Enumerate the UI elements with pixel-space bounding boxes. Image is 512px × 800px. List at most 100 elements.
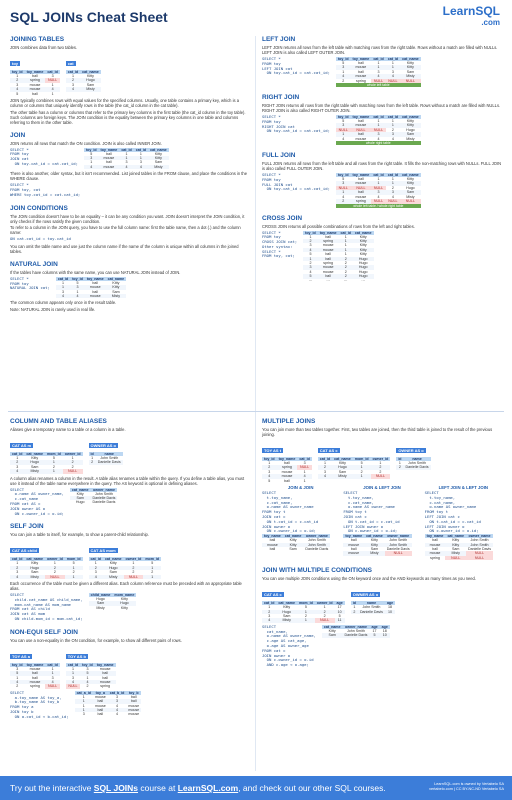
data-table: cat_id cat_name owner_id mom_id 1 Kitty 1 5 2 Hug… xyxy=(10,557,83,580)
footer-credit: LearnSQL.com is owned by Vertabelo SA ve… xyxy=(429,782,504,792)
table-row: mouse Kitty John Smith xyxy=(262,542,331,548)
header-row: toy_name cat_name owner_name xyxy=(262,534,331,539)
column-header: cat_name xyxy=(321,624,343,629)
footer-link[interactable]: SQL JOINs xyxy=(93,783,139,793)
table-cell: 3 xyxy=(335,181,351,186)
code-line: FROM toy xyxy=(262,176,281,182)
paragraph: The other table has a column or columns … xyxy=(10,109,246,125)
table-cell: mouse xyxy=(94,680,116,685)
paragraph: To refer to a column in the JOIN query, … xyxy=(10,225,241,236)
table-cell: 5 xyxy=(342,177,345,182)
column-header: id xyxy=(396,457,404,461)
footer-link[interactable]: LearnSQL.com xyxy=(177,783,239,793)
header-row: cat_id cat_name mom_id owner_id xyxy=(317,457,391,461)
table-cell: 2 xyxy=(71,464,74,469)
table-cell: 1 xyxy=(379,461,382,465)
table-cell: mouse xyxy=(281,469,293,474)
table-row: 5 ball 1 1 Kitty xyxy=(84,152,169,156)
column-header: age xyxy=(369,624,380,629)
table-cell: 5 xyxy=(268,478,271,483)
code-line: FROM toy t xyxy=(424,509,449,515)
table-cell: Kitty xyxy=(338,461,346,465)
column-header: name xyxy=(357,601,385,606)
table-cell: Sam xyxy=(69,496,91,501)
table-row: 4 mouse 4 4 Misty xyxy=(335,74,421,79)
table-cell: 4 xyxy=(45,680,60,685)
table-cell: 4 xyxy=(391,194,394,199)
column-header: cat_name xyxy=(352,230,374,235)
table-cell: 4 xyxy=(342,194,345,199)
column-header: owner_name xyxy=(90,487,118,492)
table-block: child_name mom_name Hugo Kitty Sam Hugo Misty K… xyxy=(88,593,137,610)
table-cell: 2 xyxy=(10,78,25,83)
table-cell: Misty xyxy=(80,87,101,92)
table-cell: NULL xyxy=(445,555,467,561)
code-line: ON t.cat_id = c.cat_id xyxy=(262,518,319,524)
table-cell: 3 xyxy=(303,461,306,465)
header-row: child_name mom_name xyxy=(88,593,137,598)
column-header: toy_a xyxy=(92,690,108,695)
table-cell: 3 xyxy=(391,69,394,74)
column-header: mom_id xyxy=(64,557,83,562)
table-cell: 2 xyxy=(132,570,135,575)
column-header: toy_id xyxy=(10,662,25,667)
column-header: cat_id xyxy=(385,57,401,61)
table-cell: 5 xyxy=(303,274,318,279)
table-cell: 2 xyxy=(151,570,154,575)
table-row: 1 ball 3 3 Sam xyxy=(335,132,421,137)
table-row: mouse Kitty John Smith xyxy=(343,542,412,548)
code-line: FROM toy, cat xyxy=(10,186,41,192)
table-cell: mouse xyxy=(424,542,446,548)
column-header: name xyxy=(95,452,123,456)
column-header: toy_id xyxy=(80,662,95,667)
table-cell: 1 xyxy=(86,675,89,680)
code-line: SELECT xyxy=(262,490,277,496)
table-name: cat xyxy=(65,61,76,66)
table-cell: 4 xyxy=(377,136,380,141)
table-block: cat_id toy_id toy_name cat_name 1 5 ball Kitty 1… xyxy=(55,276,127,299)
table-cell: mouse xyxy=(322,243,334,248)
table-cell: 18 xyxy=(388,605,393,610)
table-cell: 1 xyxy=(44,460,63,465)
join-column: JOIN & LEFT JOIN SELECT t.toy_name, c.cat… xyxy=(343,485,420,560)
table-cell: Danielle Davis xyxy=(92,500,116,505)
table-name: OWNER AS o xyxy=(350,592,381,598)
table-cell: 4 xyxy=(80,680,95,685)
table-cell: 1 xyxy=(76,289,79,294)
table-cell: Kitty xyxy=(76,491,84,496)
table-cell: 4 xyxy=(377,194,380,199)
table-row: ball Sam Danielle Davis xyxy=(343,547,411,551)
table-cell: 4 xyxy=(119,164,134,170)
header-row: cat_id cat_name mom_id owner_id age xyxy=(262,601,345,606)
table-cell: 3 xyxy=(377,69,380,74)
header-row: cat_id cat_name mom_id owner_id xyxy=(10,452,83,456)
data-table: toy_id toy_name cat_id 3 mouse 1 5 ball 1 1 ball 3 4… xyxy=(10,662,60,689)
column-header: toy_id xyxy=(335,173,351,178)
table-cell: Misty xyxy=(406,136,415,141)
table-block: CAT AS c cat_id cat_name mom_id owner_id 1 Kit… xyxy=(317,439,391,479)
code-block: SELECT t.toy_name, c.cat_name, o.name AS… xyxy=(424,490,502,534)
table-cell: NULL xyxy=(385,199,401,204)
table-cell: Kitty xyxy=(328,628,336,633)
table-cell: 4 xyxy=(297,474,312,479)
header-row: toy_id toy_name cat_id cat_id cat_name xyxy=(335,57,421,61)
column-header: cat_name xyxy=(364,534,385,539)
column-header: cat_id xyxy=(262,601,277,606)
table-cell: mouse xyxy=(322,269,334,274)
tables: toy_id toy_name cat_id cat_id cat_name 5 ball 1… xyxy=(83,147,169,170)
table-row: 1 3 mouse xyxy=(66,667,116,671)
table-row: 1 John Smith xyxy=(396,461,430,465)
section: JOIN JOIN returns all rows that match the… xyxy=(10,132,250,198)
code-line: ON t.cat_id = c.cat_id xyxy=(343,518,400,524)
table-row: 3 Sam xyxy=(66,83,101,87)
table-cell: Hugo xyxy=(406,127,415,132)
code-line: SELECT xyxy=(10,689,25,695)
block-row: TOY AS a toy_id toy_name cat_id 3 mouse 1 5 ball… xyxy=(10,645,250,689)
table-cell: Hugo xyxy=(80,78,101,83)
code-line: ON c.owner_id = o.id; xyxy=(262,528,316,534)
column-header: toy_b xyxy=(126,690,142,695)
table-cell: 1 xyxy=(53,561,56,566)
code-line: ON child.mom_id = mom.cat_id; xyxy=(10,616,83,622)
table-block: CAT AS c cat_id cat_name mom_id owner_id age 1… xyxy=(262,583,345,623)
table-cell: 1 xyxy=(344,252,347,257)
